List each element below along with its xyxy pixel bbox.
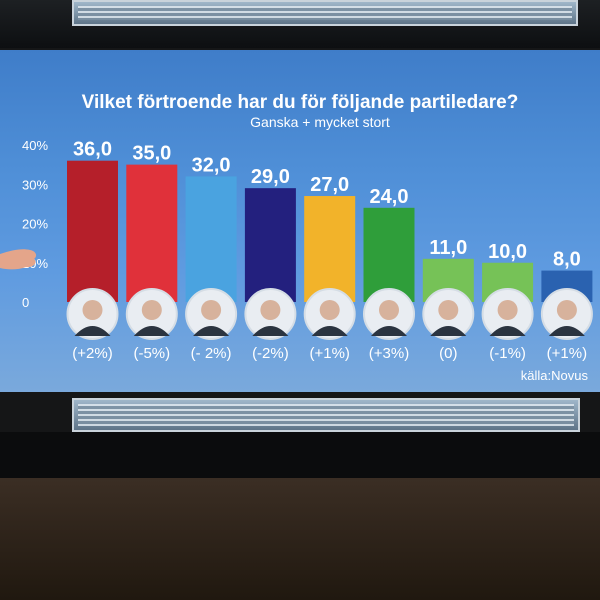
change-label: (+1%) <box>309 345 349 362</box>
presenter-hand <box>0 249 37 270</box>
floor-light-panel <box>72 398 580 432</box>
portrait-shoulders <box>311 326 348 336</box>
source-label: källa:Novus <box>520 368 588 383</box>
portrait-shoulders <box>371 326 407 336</box>
value-label: 27,0 <box>310 174 349 196</box>
ceiling-light-panel <box>72 0 578 26</box>
change-label: (0) <box>439 345 457 362</box>
chart-title: Vilket förtroende har du för följande pa… <box>81 92 519 113</box>
value-label: 29,0 <box>251 166 290 188</box>
portrait-shoulders <box>430 326 467 336</box>
value-label: 10,0 <box>488 241 527 263</box>
change-label: (-2%) <box>252 345 289 362</box>
value-label: 24,0 <box>370 186 409 208</box>
bar <box>126 164 178 302</box>
change-label: (- 2%) <box>191 345 232 362</box>
portrait-face <box>82 300 103 320</box>
portrait-face <box>379 300 399 320</box>
bar <box>67 160 118 302</box>
portrait-shoulders <box>74 326 111 336</box>
portrait-face <box>497 300 518 320</box>
y-tick-label: 20% <box>22 217 48 232</box>
portrait-shoulders <box>489 326 526 336</box>
bar <box>185 176 237 302</box>
portrait-shoulders <box>133 326 170 336</box>
portrait-face <box>556 300 577 320</box>
portrait-shoulders <box>193 326 230 336</box>
value-label: 32,0 <box>192 154 231 176</box>
value-label: 11,0 <box>429 237 467 259</box>
bar <box>363 207 415 302</box>
value-label: 36,0 <box>73 139 112 161</box>
chart-subtitle: Ganska + mycket stort <box>250 114 390 130</box>
portrait-face <box>319 300 340 320</box>
y-tick-label: 30% <box>22 177 48 192</box>
y-tick-label: 40% <box>22 138 48 153</box>
change-label: (-1%) <box>489 345 526 362</box>
change-label: (+1%) <box>547 345 587 362</box>
change-label: (+3%) <box>369 345 409 362</box>
portrait-shoulders <box>252 326 289 336</box>
value-label: 35,0 <box>132 143 171 165</box>
bar <box>244 188 296 302</box>
y-tick-label: 0 <box>22 295 29 310</box>
bar <box>304 196 356 302</box>
portrait-shoulders <box>548 326 585 336</box>
bar-chart: 40%30%20%10%036,0(+2%)35,0(-5%)32,0(- 2%… <box>22 138 593 362</box>
value-label: 8,0 <box>553 249 581 271</box>
portrait-face <box>141 300 162 320</box>
change-label: (-5%) <box>133 345 170 362</box>
change-label: (+2%) <box>72 345 112 362</box>
stage-band <box>0 432 600 478</box>
studio-floor <box>0 478 600 600</box>
portrait-face <box>438 300 459 320</box>
portrait-face <box>260 300 281 320</box>
portrait-face <box>201 300 222 320</box>
